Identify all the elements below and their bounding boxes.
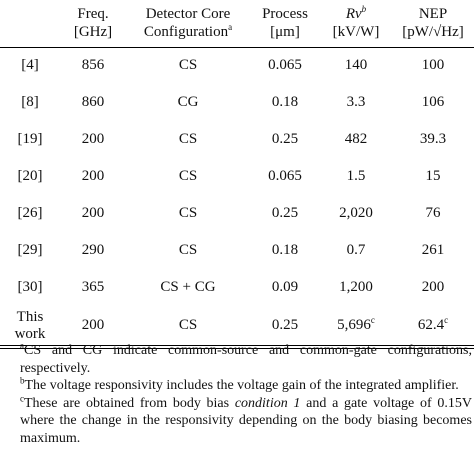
- cell-freq: 200: [81, 205, 105, 221]
- cell-config: CS: [178, 242, 198, 258]
- header-config: Detector Core Configurationa: [126, 0, 250, 48]
- table-row: [29] 290 CS 0.18 0.7 261: [0, 232, 474, 269]
- cell-config: CS: [126, 306, 250, 349]
- footnote-a: aCS and CG indicate common-source and co…: [20, 340, 472, 376]
- table-footnotes: aCS and CG indicate common-source and co…: [0, 340, 474, 447]
- cell-rv: 140: [344, 57, 368, 74]
- cell-freq: 860: [81, 94, 105, 110]
- cell-rv: 482: [344, 131, 368, 147]
- table-row: [20] 200 CS 0.065 1.5 15: [0, 158, 474, 195]
- table-row: [8] 860 CG 0.18 3.3 106: [0, 84, 474, 121]
- table-row: [26] 200 CS 0.25 2,020 76: [0, 195, 474, 232]
- cell-nep: 106: [421, 94, 445, 110]
- cell-freq: 365: [81, 279, 105, 295]
- table-row: [30] 365 CS + CG 0.09 1,200 200: [0, 269, 474, 306]
- cell-ref: [4]: [21, 57, 39, 74]
- header-process: Process [μm]: [250, 0, 320, 48]
- footnote-b: bThe voltage responsivity includes the v…: [20, 375, 459, 393]
- cell-rv: 5,696c: [320, 306, 392, 349]
- cell-nep: 76: [425, 205, 441, 221]
- cell-nep: 261: [421, 242, 445, 258]
- cell-freq: 200: [81, 168, 105, 184]
- header-nep: NEP [pW/√Hz]: [392, 0, 474, 48]
- cell-rv: 3.3: [346, 94, 366, 110]
- cell-config: CS: [178, 57, 198, 74]
- cell-ref: [26]: [17, 205, 43, 221]
- table-row-this-work: This work 200 CS 0.25 5,696c 62.4c: [0, 306, 474, 349]
- header-rv: Rvb [kV/W]: [320, 0, 392, 48]
- cell-nep: 200: [421, 279, 445, 295]
- table-row: [19] 200 CS 0.25 482 39.3: [0, 121, 474, 158]
- cell-ref: [8]: [21, 94, 39, 110]
- cell-process: 0.25: [250, 306, 320, 349]
- cell-nep: 100: [421, 57, 445, 74]
- cell-ref: [19]: [17, 131, 43, 147]
- table-row: [4] 856 CS 0.065 140 100: [0, 47, 474, 84]
- cell-ref: [29]: [17, 242, 43, 258]
- cell-process: 0.18: [271, 242, 299, 258]
- cell-process: 0.18: [271, 94, 299, 110]
- cell-config: CS: [178, 205, 198, 221]
- footnote-c: cThese are obtained from body bias condi…: [20, 392, 472, 446]
- cell-rv: 1,200: [339, 279, 373, 295]
- cell-freq: 290: [81, 242, 105, 258]
- cell-freq: 200: [60, 306, 126, 349]
- cell-nep: 15: [425, 168, 441, 184]
- cell-process: 0.065: [268, 168, 302, 184]
- header-ref: [0, 0, 60, 48]
- comparison-table: Freq. [GHz] Detector Core Configurationa…: [0, 0, 474, 349]
- cell-process: 0.25: [271, 205, 299, 221]
- cell-nep: 62.4c: [392, 306, 474, 349]
- cell-process: 0.25: [271, 131, 299, 147]
- cell-rv: 1.5: [346, 168, 366, 184]
- cell-freq: 200: [81, 131, 105, 147]
- cell-rv: 0.7: [346, 242, 366, 258]
- cell-ref: This work: [0, 306, 60, 349]
- cell-config: CS + CG: [160, 279, 216, 295]
- cell-ref: [30]: [17, 279, 43, 295]
- cell-config: CG: [177, 94, 199, 110]
- header-row: Freq. [GHz] Detector Core Configurationa…: [0, 0, 474, 48]
- cell-config: CS: [178, 131, 198, 147]
- cell-freq: 856: [81, 57, 105, 74]
- cell-config: CS: [178, 168, 198, 184]
- cell-ref: [20]: [17, 168, 43, 184]
- cell-rv: 2,020: [339, 205, 373, 221]
- header-freq: Freq. [GHz]: [60, 0, 126, 48]
- cell-nep: 39.3: [419, 131, 447, 147]
- cell-process: 0.065: [268, 57, 302, 74]
- cell-process: 0.09: [271, 279, 299, 295]
